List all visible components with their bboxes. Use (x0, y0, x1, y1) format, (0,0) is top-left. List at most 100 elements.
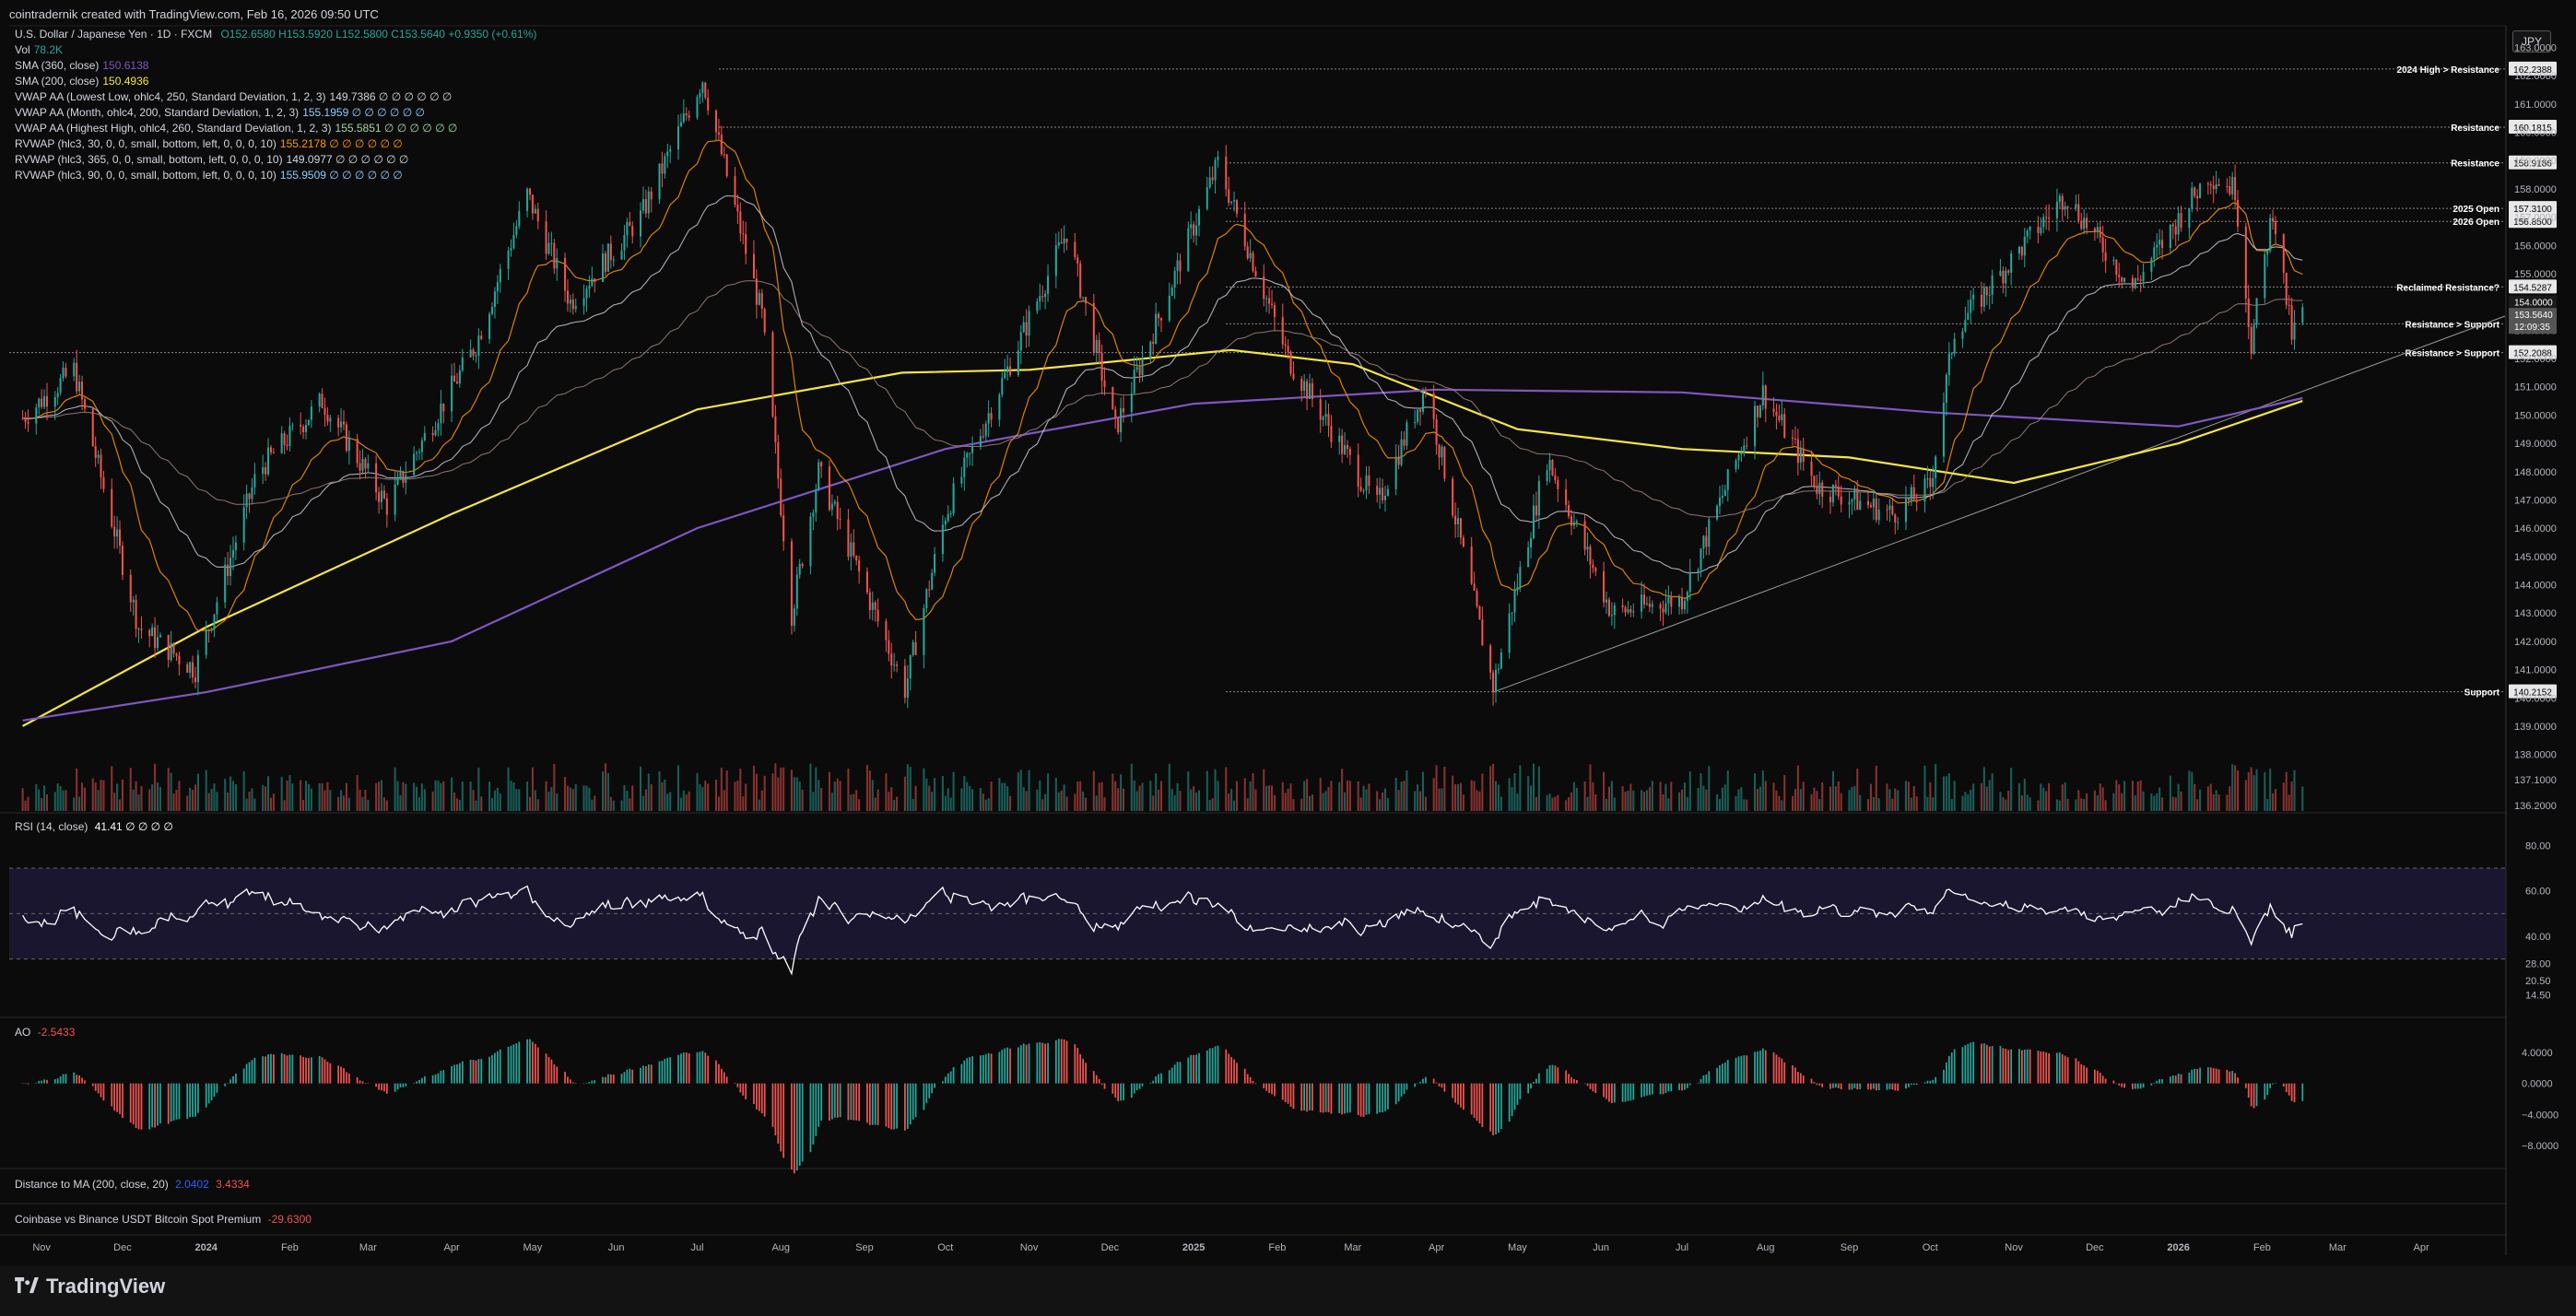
tradingview-brand[interactable]: TradingView (13, 1275, 165, 1298)
candle-body (1149, 341, 1152, 358)
ao-bar (1722, 1063, 1723, 1084)
volume-bar (1866, 799, 1870, 811)
volume-bar (1686, 796, 1688, 811)
legend-row[interactable]: SMA (360, close) 150.6138 (15, 59, 148, 72)
volume-bar (267, 776, 270, 811)
legend-row[interactable]: VWAP AA (Highest High, ohlc4, 260, Stand… (15, 122, 457, 135)
time-axis-tick: May (523, 1242, 543, 1253)
level-price-tag (2509, 119, 2557, 134)
candle-body (2080, 220, 2083, 229)
ao-bar (210, 1083, 213, 1101)
ao-bar (906, 1083, 909, 1129)
legend-row[interactable]: RVWAP (hlc3, 30, 0, 0, small, bottom, le… (15, 137, 403, 150)
volume-bar (696, 772, 699, 811)
ao-bar (1019, 1045, 1022, 1084)
candle-body (399, 471, 402, 477)
volume-bar (1935, 763, 1937, 811)
candle-body (27, 421, 29, 424)
ao-bar (507, 1047, 510, 1084)
candle-body (2255, 298, 2258, 325)
ao-bar (396, 1083, 399, 1090)
volume-bar (2064, 781, 2066, 811)
candle-body (1235, 200, 1238, 214)
legend-row[interactable]: VWAP AA (Lowest Low, ohlc4, 250, Standar… (15, 90, 452, 103)
candle-body (1230, 201, 1233, 203)
volume-bar (416, 786, 418, 811)
volume-bar (1872, 796, 1875, 811)
volume-bar (135, 781, 137, 811)
ao-bar (1470, 1083, 1473, 1115)
volume-bar (629, 798, 631, 811)
volume-bar (1028, 770, 1030, 811)
volume-bar (518, 789, 521, 811)
level-label: Resistance > Support (2405, 320, 2500, 330)
ao-bar (1225, 1049, 1228, 1084)
ao-bar (1735, 1057, 1737, 1084)
volume-bar (1548, 793, 1551, 811)
volume-bar (755, 773, 758, 811)
volume-bar (890, 787, 893, 811)
ao-bar (1422, 1078, 1424, 1084)
volume-bar (847, 769, 850, 811)
volume-bar (2199, 789, 2202, 811)
candle-body (1535, 505, 1537, 516)
candle-body (1877, 509, 1880, 521)
candle-body (676, 126, 680, 149)
ao-bar (605, 1076, 606, 1084)
volume-bar (699, 783, 701, 811)
candle-body (251, 487, 253, 499)
candle-body (1098, 339, 1100, 353)
price-axis-tick: 152.0000 (2514, 354, 2557, 365)
ao-bar (1575, 1080, 1578, 1084)
candle-body (1592, 564, 1594, 569)
volume-bar (1473, 781, 1476, 811)
candle-body (2290, 305, 2293, 340)
candle-body (2191, 187, 2194, 209)
ao-bar (1341, 1083, 1344, 1115)
legend-row[interactable]: RVWAP (hlc3, 365, 0, 0, small, bottom, l… (15, 153, 408, 166)
volume-bar (547, 791, 550, 811)
legend-row[interactable]: RVWAP (hlc3, 90, 0, 0, small, bottom, le… (15, 169, 403, 182)
legend-row[interactable]: VWAP AA (Month, ohlc4, 200, Standard Dev… (15, 106, 425, 119)
volume-bar (1851, 787, 1853, 811)
distance-legend: Distance to MA (200, close, 20) 2.0402 3… (15, 1178, 250, 1191)
volume-bar (987, 797, 990, 811)
volume-bar (205, 770, 207, 811)
volume-bar (2158, 787, 2161, 811)
ao-bar (1233, 1059, 1235, 1084)
ao-bar (1206, 1050, 1208, 1084)
legend-row[interactable]: SMA (200, close) 150.4936 (15, 75, 148, 88)
ao-bar (547, 1056, 550, 1084)
ao-bar (1915, 1083, 1918, 1086)
volume-bar (413, 782, 416, 811)
volume-bar (1910, 797, 1912, 811)
ao-bar (923, 1083, 925, 1110)
volume-bar (175, 790, 178, 811)
price-chart[interactable]: 2024 High > Resistance 162.2388Resistance… (0, 0, 2576, 1266)
ao-bar (934, 1083, 935, 1088)
currency-button[interactable]: JPY (2512, 30, 2551, 53)
volume-bar (245, 798, 248, 811)
volume-bar (1263, 769, 1265, 811)
volume-bar (1761, 770, 1764, 811)
candle-body (588, 286, 591, 289)
legend-row[interactable]: Vol 78.2K (15, 43, 63, 56)
candle-body (1985, 287, 1988, 296)
level-price-text: 157.3100 (2513, 205, 2552, 215)
volume-bar (1344, 792, 1347, 811)
ao-bar (742, 1083, 745, 1096)
volume-bar (251, 788, 253, 811)
candle-body (604, 253, 606, 272)
volume-bar (45, 793, 49, 811)
ao-bar (1551, 1064, 1554, 1084)
candle-body (1610, 615, 1613, 617)
volume-bar (170, 772, 172, 811)
volume-bar (1357, 781, 1359, 811)
ao-bar (2282, 1083, 2285, 1087)
level-label: Support (2464, 688, 2500, 699)
ao-bar (100, 1083, 102, 1098)
candle-body (566, 290, 569, 304)
volume-bar (1764, 781, 1767, 811)
volume-bar (269, 797, 272, 811)
candle-body (1743, 445, 1746, 453)
